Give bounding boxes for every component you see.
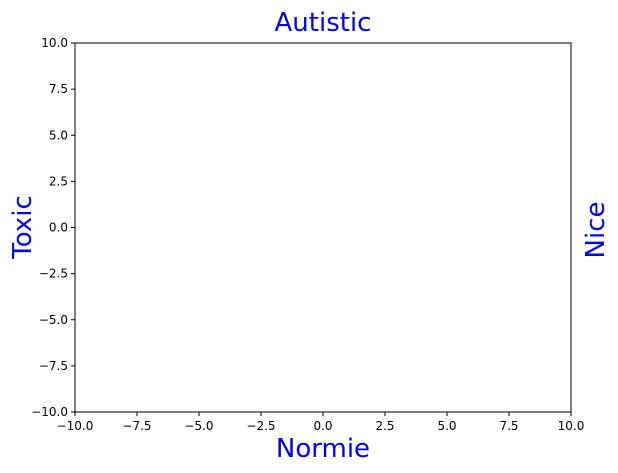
- y-tick-label: −5.0: [39, 313, 68, 327]
- x-tick-label: −2.5: [246, 419, 275, 433]
- x-tick-label: 5.0: [437, 419, 456, 433]
- y-axis-label-right: Nice: [581, 202, 611, 259]
- y-tick-label: −10.0: [31, 405, 68, 419]
- y-tick-label: −7.5: [39, 359, 68, 373]
- y-tick-label: 5.0: [49, 128, 68, 142]
- plot-area: [74, 42, 572, 413]
- x-axis-label: Normie: [276, 434, 370, 464]
- y-axis-ticks: −10.0 −7.5 −5.0 −2.5 0.0 2.5 5.0 7.5 10.0: [31, 36, 75, 419]
- y-tick-label: 7.5: [49, 82, 68, 96]
- x-axis-ticks: −10.0 −7.5 −5.0 −2.5 0.0 2.5 5.0 7.5 10.0: [57, 412, 585, 433]
- y-axis-label-left: Toxic: [8, 195, 38, 259]
- y-tick-label: −2.5: [39, 267, 68, 281]
- x-tick-label: 2.5: [375, 419, 394, 433]
- y-tick-label: 0.0: [49, 221, 68, 235]
- y-tick-label: 10.0: [41, 36, 68, 50]
- x-tick-label: −10.0: [57, 419, 94, 433]
- x-tick-label: 7.5: [499, 419, 518, 433]
- x-tick-label: −7.5: [122, 419, 151, 433]
- x-tick-label: 10.0: [558, 419, 585, 433]
- y-tick-label: 2.5: [49, 174, 68, 188]
- x-tick-label: 0.0: [313, 419, 332, 433]
- chart-title: Autistic: [275, 8, 372, 38]
- x-tick-label: −5.0: [184, 419, 213, 433]
